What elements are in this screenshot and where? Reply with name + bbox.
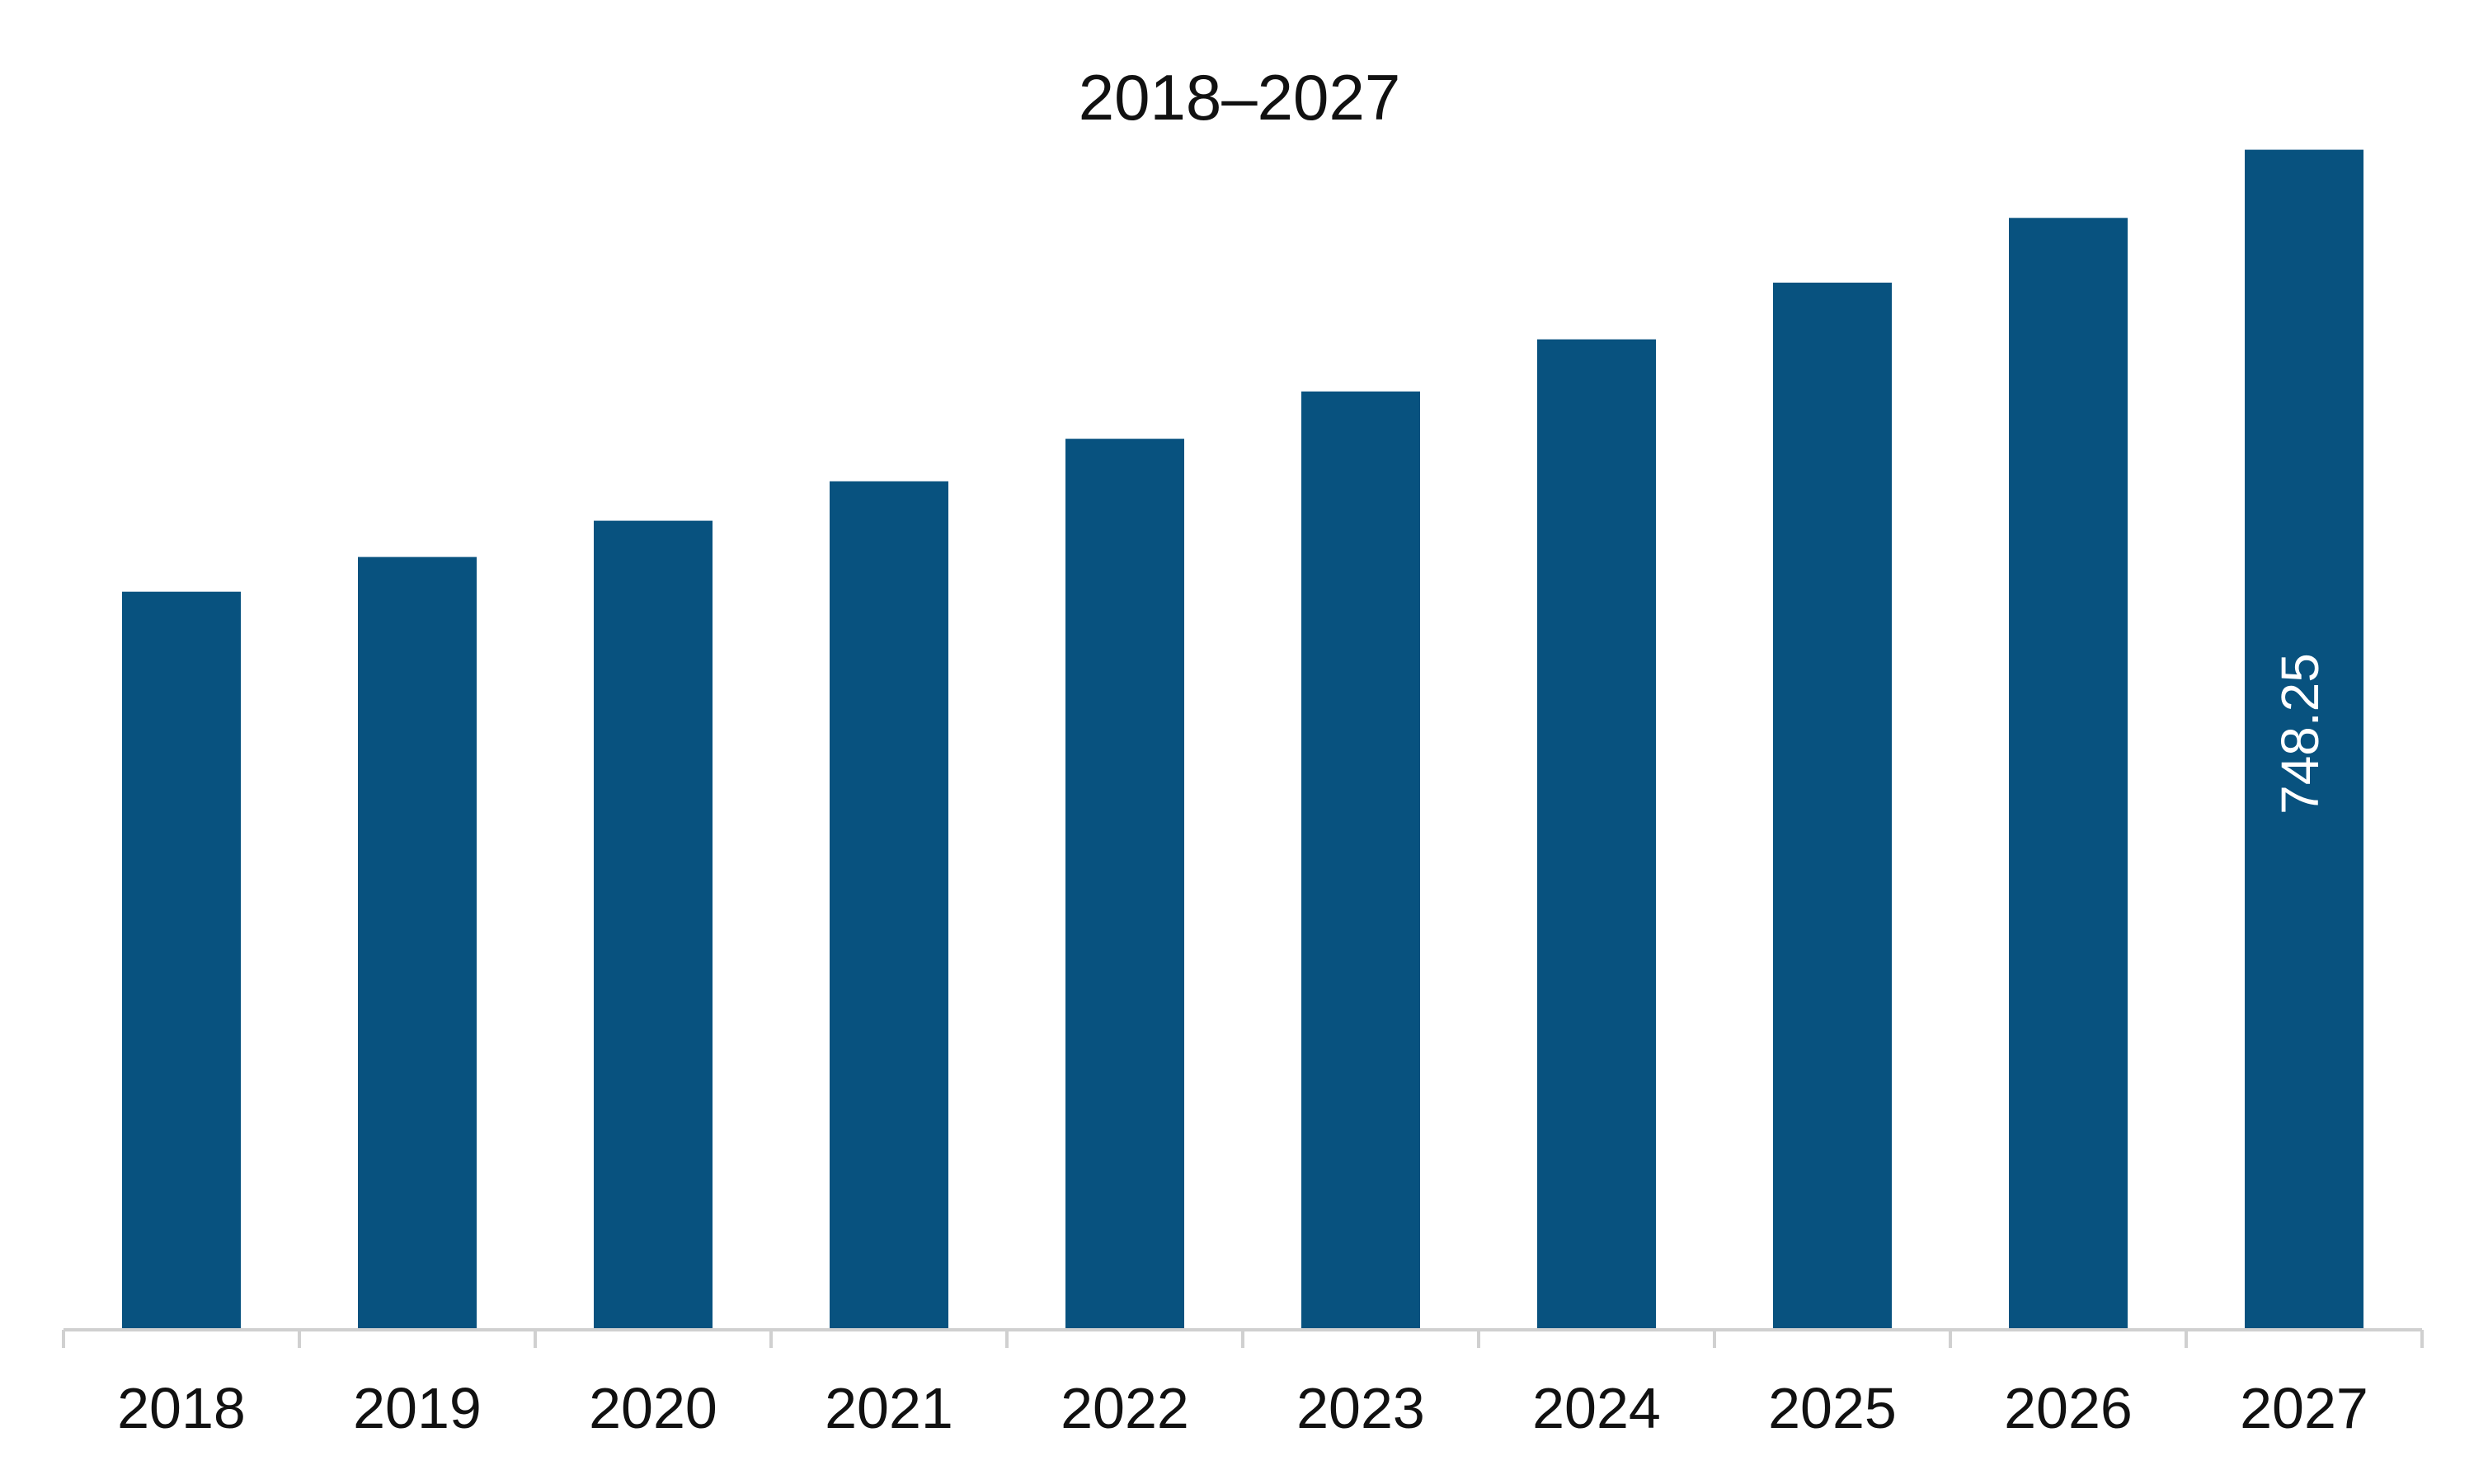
bar-2023 [1301, 391, 1420, 1330]
x-tick-label-2026: 2026 [2004, 1376, 2133, 1440]
x-tick-label-2022: 2022 [1061, 1376, 1189, 1440]
bar-2019 [358, 556, 477, 1330]
x-tick-label-2023: 2023 [1296, 1376, 1425, 1440]
x-tick-label-2027: 2027 [2240, 1376, 2368, 1440]
bar-2020 [594, 520, 713, 1330]
x-tick-label-2018: 2018 [117, 1376, 246, 1440]
x-tick-label-2024: 2024 [1532, 1376, 1661, 1440]
x-tick-label-2025: 2025 [1768, 1376, 1897, 1440]
x-tick-label-2021: 2021 [825, 1376, 953, 1440]
bars-layer [122, 149, 2363, 1331]
chart-title: 2018–2027 [1079, 61, 1400, 134]
x-tick-label-2019: 2019 [353, 1376, 482, 1440]
bar-2022 [1065, 439, 1184, 1331]
x-tick-labels: 2018 2019 2020 2021 2022 2023 2024 2025 2026 2027 [117, 1376, 2368, 1440]
bar-2021 [830, 481, 948, 1330]
bar-2025 [1773, 282, 1892, 1330]
data-label-2027: 748.25 [2270, 653, 2330, 815]
bar-2027 [2245, 149, 2363, 1331]
x-tick-label-2020: 2020 [589, 1376, 717, 1440]
data-labels: 748.25 [2270, 653, 2330, 815]
bar-2024 [1537, 339, 1656, 1331]
bar-2018 [122, 591, 241, 1330]
bar-2026 [2009, 218, 2128, 1330]
x-axis [62, 1328, 2424, 1348]
